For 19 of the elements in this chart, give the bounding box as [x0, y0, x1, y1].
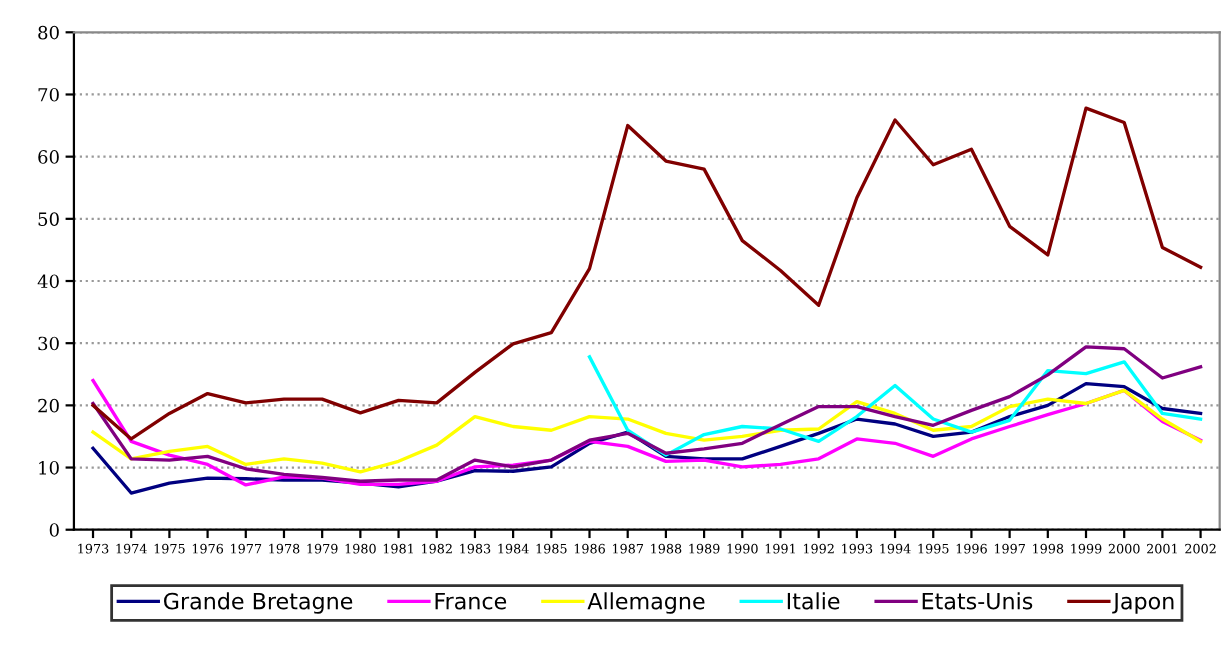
y-tick-label: 50: [38, 212, 59, 226]
y-tick-label: 40: [37, 274, 59, 289]
y-tick-label: 70: [38, 87, 59, 102]
y-tick-label: 0: [49, 523, 59, 537]
line-series: [91, 345, 1203, 483]
y-tick-label: 80: [38, 25, 59, 40]
legend-label: Italie: [787, 592, 840, 610]
legend-label: Japon: [1112, 592, 1174, 614]
y-tick-label: 60: [38, 150, 59, 164]
y-tick-label: 10: [39, 461, 59, 475]
legend-label: Allemagne: [587, 592, 705, 614]
line-series: [91, 106, 1203, 441]
legend-label: France: [435, 592, 507, 610]
legend-label: Etats-Unis: [922, 592, 1033, 610]
y-tick-label: 30: [38, 336, 59, 351]
line-series: [587, 355, 1203, 457]
line-series: [91, 388, 1203, 474]
legend-label: Grande Bretagne: [164, 592, 353, 614]
y-tick-label: 20: [38, 398, 59, 413]
